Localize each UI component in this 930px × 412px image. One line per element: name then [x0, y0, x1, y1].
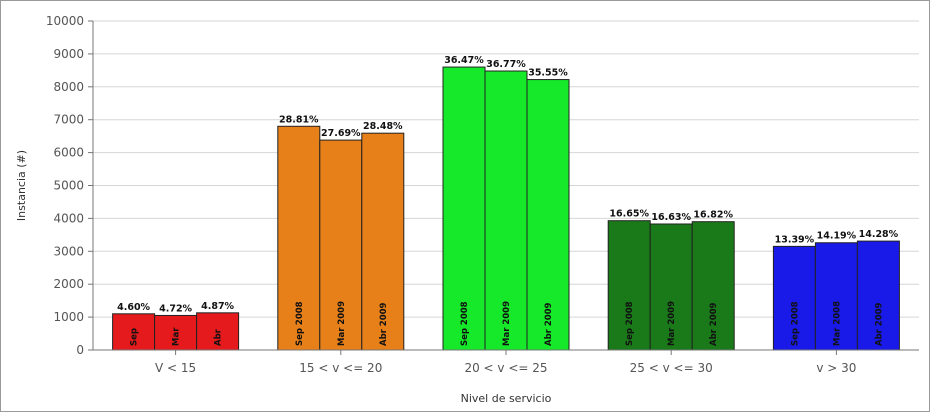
bar-percent-label: 13.39% — [775, 234, 815, 245]
bars: 4.60% Sep 4.72% Mar 4.87% Abr 28.81% Sep 2008 27… — [112, 55, 900, 351]
y-tick-label: 4000 — [53, 211, 84, 225]
bar — [649, 223, 693, 351]
bar-percent-label: 35.55% — [528, 68, 568, 79]
x-axis-ticks: V < 15 15 < v <= 20 20 < v <= 25 25 < v <= … — [155, 350, 856, 375]
y-tick-label: 6000 — [53, 146, 84, 160]
bar — [607, 220, 651, 351]
bar — [319, 139, 363, 351]
x-tick-label: 20 < v <= 25 — [464, 361, 547, 375]
bar-percent-label: 4.72% — [159, 303, 192, 314]
bar-period-label: Abr 2009 — [379, 302, 389, 346]
bar — [856, 240, 900, 351]
bar-period-label: Mar 2009 — [502, 301, 512, 346]
bar-period-label: Abr 2009 — [544, 302, 554, 346]
bar-period-label: Mar 2009 — [667, 301, 677, 346]
bar-percent-label: 27.69% — [321, 128, 361, 139]
bar-period-label: Sep — [130, 328, 140, 346]
bar-percent-label: 14.28% — [859, 229, 899, 240]
bar-group: 28.81% Sep 2008 27.69% Mar 2009 28.48% Abr 20… — [277, 114, 405, 351]
bar — [484, 70, 528, 351]
bar-percent-label: 16.63% — [651, 212, 691, 223]
bar-percent-label: 16.65% — [609, 209, 649, 220]
x-tick-label: 25 < v <= 30 — [630, 361, 713, 375]
bar-period-label: Abr 2009 — [709, 302, 719, 346]
bar-percent-label: 4.60% — [117, 302, 150, 313]
x-tick-label: V < 15 — [155, 361, 196, 375]
bar-period-label: Sep 2008 — [625, 301, 635, 346]
x-axis-title: Nivel de servicio — [461, 392, 552, 405]
bar — [442, 66, 486, 351]
y-tick-label: 0 — [76, 343, 84, 357]
bar — [526, 79, 570, 351]
bar-period-label: Sep 2008 — [460, 301, 470, 346]
bar — [691, 221, 735, 351]
bar — [814, 242, 858, 351]
y-tick-label: 2000 — [53, 277, 84, 291]
y-tick-label: 10000 — [46, 14, 84, 28]
bar-percent-label: 36.77% — [486, 59, 526, 70]
y-tick-label: 1000 — [53, 310, 84, 324]
bar-percent-label: 14.19% — [817, 231, 857, 242]
bar-percent-label: 28.81% — [279, 114, 319, 125]
bar-percent-label: 36.47% — [444, 55, 484, 66]
bar-group: 4.60% Sep 4.72% Mar 4.87% Abr — [112, 301, 240, 351]
y-tick-label: 9000 — [53, 47, 84, 61]
bar-period-label: Abr 2009 — [874, 302, 884, 346]
y-axis-title: Instancia (#) — [15, 150, 28, 221]
bar-period-label: Mar — [172, 327, 182, 346]
bar-group: 13.39% Sep 2008 14.19% Mar 2008 14.28% Abr 20… — [772, 229, 900, 351]
y-axis-ticks: 0 1000 2000 3000 4000 5000 6000 7000 8000 9000 100… — [46, 14, 93, 357]
y-tick-label: 3000 — [53, 244, 84, 258]
bar-percent-label: 4.87% — [201, 301, 234, 312]
bar — [361, 132, 405, 351]
bar-group: 16.65% Sep 2008 16.63% Mar 2009 16.82% Abr 20… — [607, 209, 735, 351]
y-tick-label: 7000 — [53, 113, 84, 127]
bar-period-label: Mar 2008 — [832, 301, 842, 346]
x-tick-label: v > 30 — [816, 361, 856, 375]
y-tick-label: 5000 — [53, 179, 84, 193]
bar-period-label: Sep 2008 — [295, 301, 305, 346]
bar-percent-label: 28.48% — [363, 121, 403, 132]
bar — [772, 245, 816, 351]
bar-period-label: Sep 2008 — [790, 301, 800, 346]
bar-period-label: Abr — [214, 328, 224, 346]
x-tick-label: 15 < v <= 20 — [299, 361, 382, 375]
bar-group: 36.47% Sep 2008 36.77% Mar 2009 35.55% Abr 20… — [442, 55, 570, 351]
bar-percent-label: 16.82% — [693, 210, 733, 221]
bar — [277, 125, 321, 351]
y-tick-label: 8000 — [53, 80, 84, 94]
bar-period-label: Mar 2009 — [337, 301, 347, 346]
